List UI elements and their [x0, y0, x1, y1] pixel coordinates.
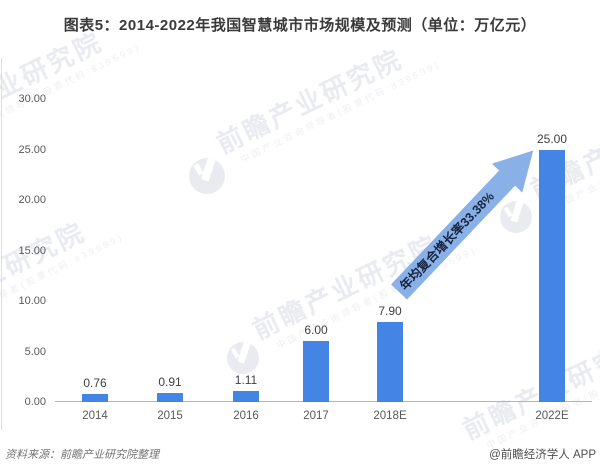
bar-value-label-2018E: 7.90	[378, 304, 402, 319]
x-tick-label-2014: 2014	[82, 410, 108, 422]
bar-2022E	[539, 149, 565, 402]
bar-value-label-2015: 0.91	[158, 374, 182, 389]
bar-2017	[303, 341, 329, 402]
bar-value-label-2017: 6.00	[304, 323, 328, 338]
y-tick-label: 15.00	[18, 244, 46, 257]
x-tick-label-2016: 2016	[233, 410, 259, 422]
bar-2015	[157, 392, 183, 402]
bar-2018E	[377, 322, 403, 402]
bar-value-label-2016: 1.11	[234, 372, 258, 387]
x-tick-label-2015: 2015	[157, 410, 183, 422]
y-tick-label: 0.00	[24, 396, 46, 408]
y-tick-label: 10.00	[18, 295, 46, 307]
y-tick-label: 20.00	[18, 194, 46, 206]
y-tick-label: 30.00	[18, 93, 46, 105]
bar-2016	[233, 390, 259, 402]
y-tick-label: 25.00	[18, 143, 46, 156]
cagr-annotation: 年均复合增长率33.38%	[397, 189, 497, 294]
y-tick-label: 5.00	[24, 345, 46, 358]
credit-note: @前瞻经济学人 APP	[489, 449, 596, 461]
cagr-arrow: 年均复合增长率33.38%	[391, 136, 549, 300]
bar-2014	[82, 394, 108, 402]
source-note: 资料来源：前瞻产业研究院整理	[5, 449, 159, 461]
plot-left-border	[1, 58, 2, 430]
bar-value-label-2022E: 25.00	[536, 131, 568, 146]
x-tick-label-2022E: 2022E	[535, 410, 569, 422]
x-tick-label-2018E: 2018E	[373, 410, 407, 422]
bar-value-label-2014: 0.76	[83, 376, 107, 391]
chart-title: 图表5：2014-2022年我国智慧城市市场规模及预测（单位：万亿元）	[63, 17, 537, 34]
x-tick-label-2017: 2017	[303, 410, 329, 422]
